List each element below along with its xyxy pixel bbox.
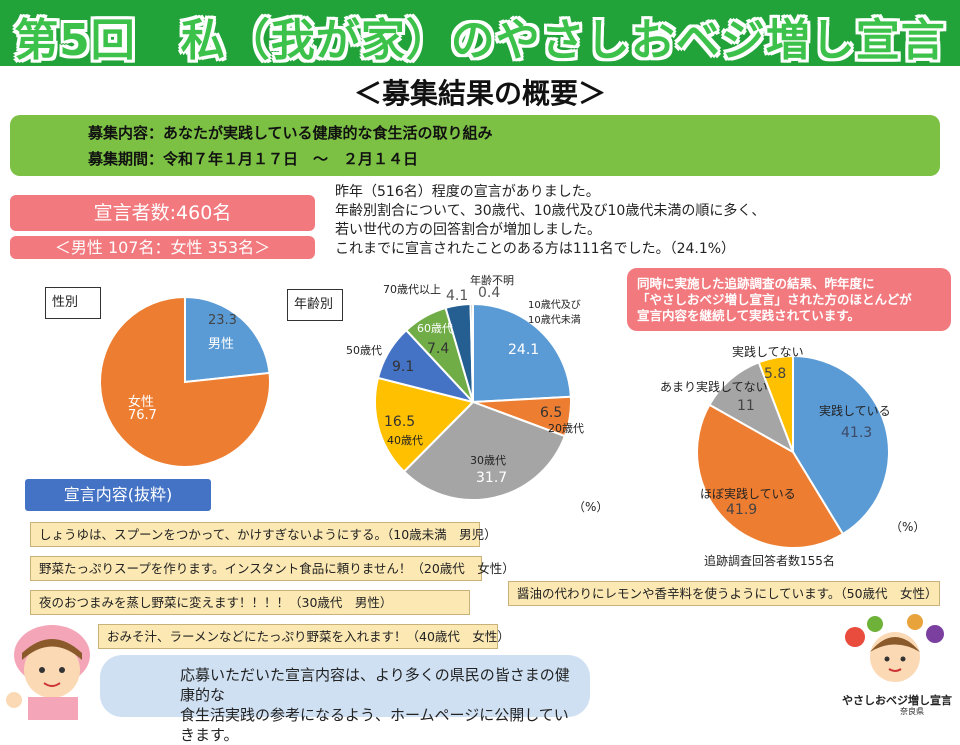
followup-footer: 追跡調査回答者数155名 <box>704 554 835 568</box>
value-practicing: 41.3 <box>841 425 873 441</box>
label-age-30s: 30歳代 <box>470 454 506 467</box>
label-age-60s: 60歳代 <box>417 322 453 335</box>
label-age-70s: 70歳代以上 <box>383 283 441 296</box>
gender-split: ＜男性 107名：女性 353名＞ <box>10 236 315 259</box>
value-age-60s: 7.4 <box>427 341 450 357</box>
value-age-20s: 6.5 <box>540 405 563 421</box>
label-male-value: 23.3 <box>208 313 237 328</box>
logo-illustration <box>845 614 944 682</box>
pie-charts <box>99 295 890 549</box>
recruitment-period: 募集期間：令和７年１月１７日 ～ ２月１４日 <box>88 150 419 168</box>
excerpt-item: 醤油の代わりにレモンや香辛料を使うようにしています。（50歳代 女性） <box>508 581 940 606</box>
summary-line: 昨年（516名）程度の宣言がありました。 <box>335 184 600 200</box>
age-chart-title: 年齢別 <box>287 289 343 321</box>
notice-line: 宣言内容を継続して実践されています。 <box>637 308 861 323</box>
value-age-40s: 16.5 <box>384 414 416 430</box>
value-rarely: 11 <box>737 398 755 414</box>
pie-slice-1-3 <box>374 376 475 474</box>
summary-text: 昨年（516名）程度の宣言がありました。 年齢別割合について、30歳代、10歳代… <box>335 183 795 259</box>
excerpt-item: おみそ汁、ラーメンなどにたっぷり野菜を入れます！（40歳代 女性） <box>98 624 510 649</box>
pie-slice-1-2 <box>402 400 567 501</box>
notice-line: 「やさしおベジ増し宣言」された方のほとんどが <box>637 292 912 307</box>
label-practicing: 実践している <box>819 404 891 418</box>
page-subtitle: ＜募集結果の概要＞ <box>353 77 606 110</box>
summary-line: これまでに宣言されたことのある方は111名でした。（24.1%） <box>335 241 736 257</box>
excerpt-item: 野菜たっぷりスープを作ります。インスタント食品に頼りません！（20歳代 女性） <box>30 556 515 581</box>
recruitment-content: 募集内容：あなたが実践している健康的な食生活の取り組み <box>88 124 493 142</box>
label-age-20s: 20歳代 <box>548 422 584 435</box>
pie-slice-1-0 <box>472 302 572 404</box>
label-female-value: 76.7 <box>128 408 157 423</box>
value-age-50s: 9.1 <box>392 359 415 375</box>
value-age-70s: 4.1 <box>446 288 469 304</box>
pie-slice-0-0 <box>184 295 271 384</box>
age-unit: （%） <box>573 500 609 514</box>
label-female: 女性 <box>128 395 155 410</box>
pie-slice-1-7 <box>469 302 474 403</box>
character-illustration <box>6 625 90 720</box>
label-age-40s: 40歳代 <box>387 434 423 447</box>
value-not: 5.8 <box>764 366 787 382</box>
excerpt-item: しょうゆは、スプーンをつかって、かけすぎないようにする。（10歳未満 男児） <box>30 522 497 547</box>
notice-line: 同時に実施した追跡調査の結果、昨年度に <box>637 276 875 291</box>
label-mostly: ほぼ実践している <box>700 487 796 501</box>
bubble-line: 応募いただいた宣言内容は、より多くの県民の皆さまの健康的な <box>180 666 570 704</box>
logo-org: 奈良県 <box>900 707 924 716</box>
excerpt-item: 夜のおつまみを蒸し野菜に変えます！！！！（30歳代 男性） <box>30 590 470 615</box>
followup-unit: （%） <box>890 520 926 534</box>
label-age-50s: 50歳代 <box>346 344 382 357</box>
logo-text: やさしおベジ増し宣言 <box>842 694 952 707</box>
page-title: 第5回 私（我が家）のやさしおベジ増し宣言 <box>14 15 946 66</box>
value-age-10s: 24.1 <box>508 342 540 358</box>
speech-bubble: 応募いただいた宣言内容は、より多くの県民の皆さまの健康的な 食生活実践の参考にな… <box>100 655 590 744</box>
label-age-10s: 10歳代及び10歳代未満 <box>528 300 581 326</box>
pie-slice-2-1 <box>696 403 845 549</box>
bubble-line: 食生活実践の参考になるよう、ホームページに公開していきます。 <box>180 706 569 744</box>
value-age-unknown: 0.4 <box>478 285 501 301</box>
label-rarely: あまり実践してない <box>660 380 768 394</box>
declarant-count: 宣言者数:460名 <box>10 195 315 231</box>
recruitment-box: 募集内容：あなたが実践している健康的な食生活の取り組み 募集期間：令和７年１月１… <box>10 115 940 176</box>
header-band <box>0 0 960 66</box>
gender-chart-title: 性別 <box>45 287 101 319</box>
value-mostly: 41.9 <box>726 502 758 518</box>
label-age-unknown: 年齢不明 <box>470 274 514 287</box>
followup-notice: 同時に実施した追跡調査の結果、昨年度に 「やさしおベジ増し宣言」された方のほとん… <box>627 268 951 331</box>
value-age-30s: 31.7 <box>476 470 508 486</box>
summary-line: 若い世代の方の回答割合が増加しました。 <box>335 222 601 238</box>
pie-slice-2-2 <box>708 361 795 455</box>
label-male: 男性 <box>208 337 235 352</box>
summary-line: 年齢別割合について、30歳代、10歳代及び10歳代未満の順に多く、 <box>335 203 766 219</box>
pie-slice-0-1 <box>99 295 271 468</box>
excerpt-heading: 宣言内容(抜粋) <box>25 479 211 511</box>
label-not: 実践してない <box>732 345 804 359</box>
pie-slice-2-3 <box>757 354 794 453</box>
pie-slice-2-0 <box>792 354 890 536</box>
